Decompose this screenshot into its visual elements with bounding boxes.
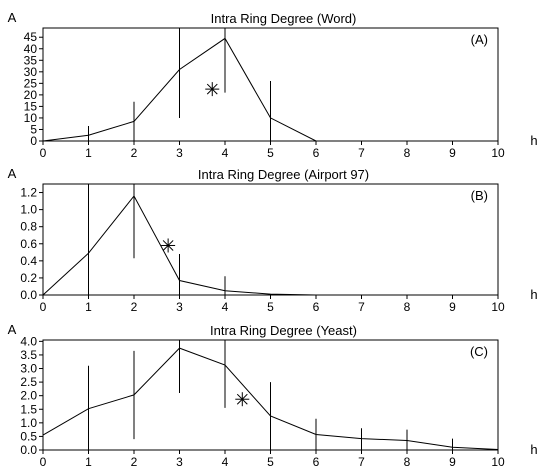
x-tick-label: 5 [267, 300, 274, 314]
y-tick-label: 15 [24, 99, 38, 113]
marker-star [161, 238, 176, 253]
marker-star [235, 392, 250, 407]
x-tick-label: 8 [404, 146, 411, 160]
y-tick-label: 4.0 [20, 334, 37, 348]
x-tick-label: 6 [313, 300, 320, 314]
y-tick-label: 0.8 [20, 220, 37, 234]
y-tick-label: 1.0 [20, 416, 37, 430]
y-tick-label: 0.2 [20, 271, 37, 285]
y-tick-label: 0.6 [20, 237, 37, 251]
y-tick-label: 0 [30, 134, 37, 148]
panel-c: Intra Ring Degree (Yeast) (C) Ah 0 1 2 3 4 5 6 7 8 9… [8, 322, 538, 469]
series-line [42, 37, 498, 142]
y-tick-label: 1.2 [20, 186, 37, 200]
y-tick-label: 2.0 [20, 389, 37, 403]
y-axis-label: A [8, 10, 17, 25]
series-line [42, 347, 499, 450]
panel-a: Intra Ring Degree (Word)(A)Ah0 1 2 3 4 5 6 7 8 9 1… [8, 10, 538, 160]
x-axis-label: h [530, 133, 537, 148]
x-axis-label: h [530, 442, 537, 457]
y-tick-label: 0.5 [20, 429, 37, 443]
x-tick-label: 0 [40, 300, 47, 314]
x-tick-label: 1 [85, 146, 92, 160]
x-tick-label: 1 [85, 300, 92, 314]
x-tick-label: 0 [40, 455, 47, 469]
x-tick-label: 3 [176, 300, 183, 314]
panel-label: (B) [471, 188, 488, 203]
y-tick-label: 0.4 [20, 254, 37, 268]
y-axis-label: A [8, 322, 17, 337]
x-tick-label: 9 [449, 455, 456, 469]
x-tick-label: 7 [358, 455, 365, 469]
panel-label: (C) [470, 344, 488, 359]
x-tick-label: 7 [358, 146, 365, 160]
x-tick-label: 9 [449, 300, 456, 314]
y-axis-label: A [8, 166, 17, 181]
marker-stroke [162, 240, 174, 251]
x-tick-label: 5 [267, 146, 274, 160]
y-tick-label: 1.5 [20, 402, 37, 416]
marker-stroke [236, 393, 248, 405]
chart-title: Intra Ring Degree (Yeast) [210, 323, 357, 338]
y-tick-label: 20 [24, 88, 38, 102]
series-line [42, 195, 498, 296]
plot-frame [42, 183, 499, 296]
x-tick-label: 10 [491, 146, 505, 160]
x-tick-label: 4 [222, 455, 229, 469]
y-tick-label: 40 [24, 42, 38, 56]
y-tick-label: 1.0 [20, 203, 37, 217]
x-tick-label: 4 [222, 300, 229, 314]
x-tick-label: 1 [85, 455, 92, 469]
y-tick-label: 0.0 [20, 443, 37, 457]
x-tick-label: 2 [131, 300, 138, 314]
y-tick-label: 5 [30, 122, 37, 136]
x-tick-label: 3 [176, 455, 183, 469]
x-tick-label: 5 [267, 455, 274, 469]
marker-stroke [206, 83, 218, 95]
x-tick-label: 2 [131, 146, 138, 160]
y-tick-label: 45 [24, 30, 38, 44]
x-tick-label: 7 [358, 300, 365, 314]
chart-title: Intra Ring Degree (Airport 97) [198, 167, 369, 182]
y-tick-label: 30 [24, 65, 38, 79]
y-tick-label: 3.5 [20, 348, 37, 362]
x-tick-label: 8 [404, 455, 411, 469]
x-tick-label: 0 [40, 146, 47, 160]
x-tick-label: 6 [313, 146, 320, 160]
y-tick-label: 25 [24, 76, 38, 90]
x-tick-label: 8 [404, 300, 411, 314]
x-tick-label: 2 [131, 455, 138, 469]
chart-title: Intra Ring Degree (Word) [211, 11, 357, 26]
x-tick-label: 10 [491, 455, 505, 469]
y-tick-label: 35 [24, 53, 38, 67]
x-tick-label: 3 [176, 146, 183, 160]
panel-b: Intra Ring Degree (Airport 97) (B) Ah 0 1 2 3 4… [8, 166, 538, 314]
y-tick-label: 3.0 [20, 362, 37, 376]
y-tick-label: 10 [24, 111, 38, 125]
y-tick-label: 2.5 [20, 375, 37, 389]
x-tick-label: 6 [313, 455, 320, 469]
x-tick-label: 4 [222, 146, 229, 160]
x-tick-label: 9 [449, 146, 456, 160]
x-axis-label: h [530, 287, 537, 302]
y-tick-label: 0.0 [20, 288, 37, 302]
panel-label: (A) [471, 32, 488, 47]
marker-star [205, 82, 220, 97]
x-tick-label: 10 [491, 300, 505, 314]
